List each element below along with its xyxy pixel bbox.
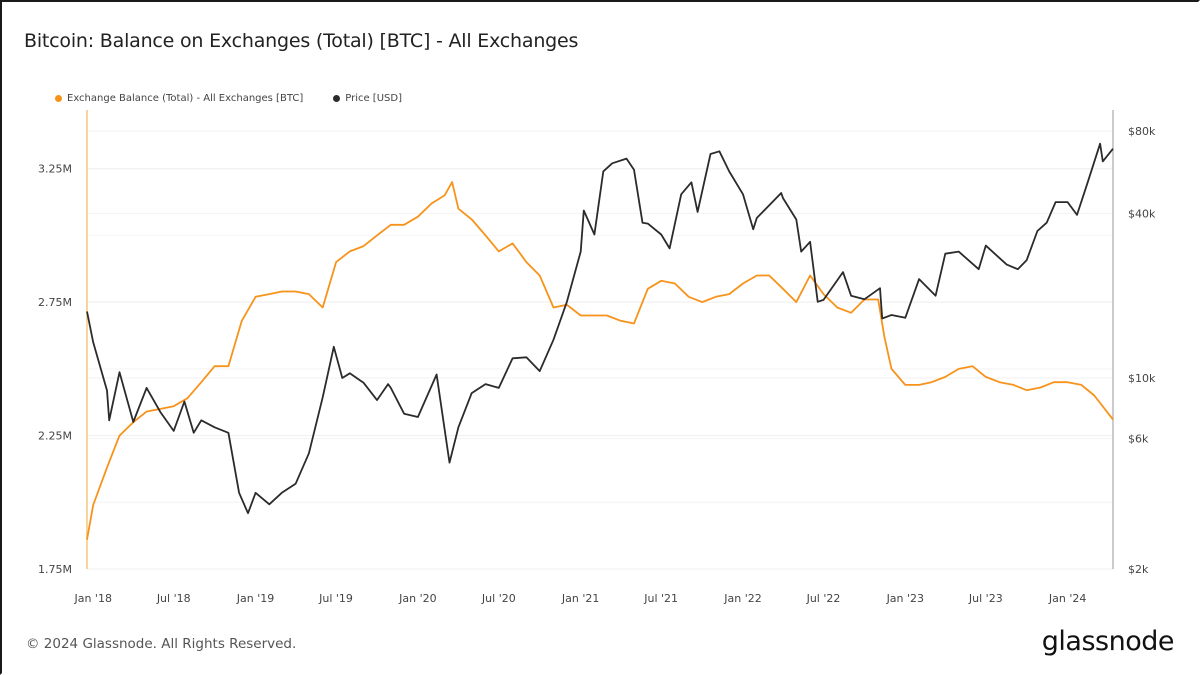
- x-tick-label: Jul '18: [156, 592, 191, 605]
- legend-dot-black: [333, 95, 341, 102]
- y-right-tick-label: $2k: [1128, 563, 1149, 576]
- series-line-exchange-balance: [86, 181, 1114, 540]
- y-left-tick-label: 2.25M: [38, 430, 72, 443]
- y-left-tick-label: 2.75M: [38, 296, 72, 309]
- x-tick-label: Jan '19: [236, 592, 274, 605]
- x-tick-label: Jan '20: [398, 592, 436, 605]
- legend-label: Price [USD]: [345, 93, 402, 104]
- glassnode-logo: glassnode: [1041, 626, 1175, 657]
- y-right-tick-label: $80k: [1128, 125, 1156, 138]
- y-right-tick-label: $10k: [1128, 372, 1156, 385]
- legend-item-exchange-balance[interactable]: Exchange Balance (Total) - All Exchanges…: [55, 93, 303, 104]
- chart-title: Bitcoin: Balance on Exchanges (Total) [B…: [24, 30, 579, 52]
- x-tick-label: Jul '22: [806, 592, 841, 605]
- legend-label: Exchange Balance (Total) - All Exchanges…: [67, 93, 304, 104]
- x-tick-label: Jan '24: [1048, 592, 1086, 605]
- series-line-price: [86, 142, 1114, 515]
- x-tick-label: Jul '20: [481, 592, 516, 605]
- x-tick-label: Jul '19: [318, 592, 353, 605]
- y-right-tick-label: $40k: [1128, 207, 1156, 220]
- x-tick-label: Jan '23: [886, 592, 924, 605]
- x-tick-label: Jul '21: [643, 592, 678, 605]
- y-right-tick-label: $6k: [1128, 433, 1149, 446]
- y-left-tick-label: 1.75M: [38, 563, 72, 576]
- x-tick-label: Jan '18: [73, 592, 111, 605]
- y-left-tick-label: 3.25M: [38, 163, 72, 176]
- x-tick-label: Jul '23: [968, 592, 1003, 605]
- x-tick-label: Jan '21: [561, 592, 599, 605]
- x-tick-label: Jan '22: [723, 592, 761, 605]
- legend-dot-orange: [55, 95, 62, 102]
- copyright-text: © 2024 Glassnode. All Rights Reserved.: [26, 636, 297, 652]
- legend: Exchange Balance (Total) - All Exchanges…: [55, 93, 402, 104]
- legend-item-price[interactable]: Price [USD]: [333, 93, 402, 104]
